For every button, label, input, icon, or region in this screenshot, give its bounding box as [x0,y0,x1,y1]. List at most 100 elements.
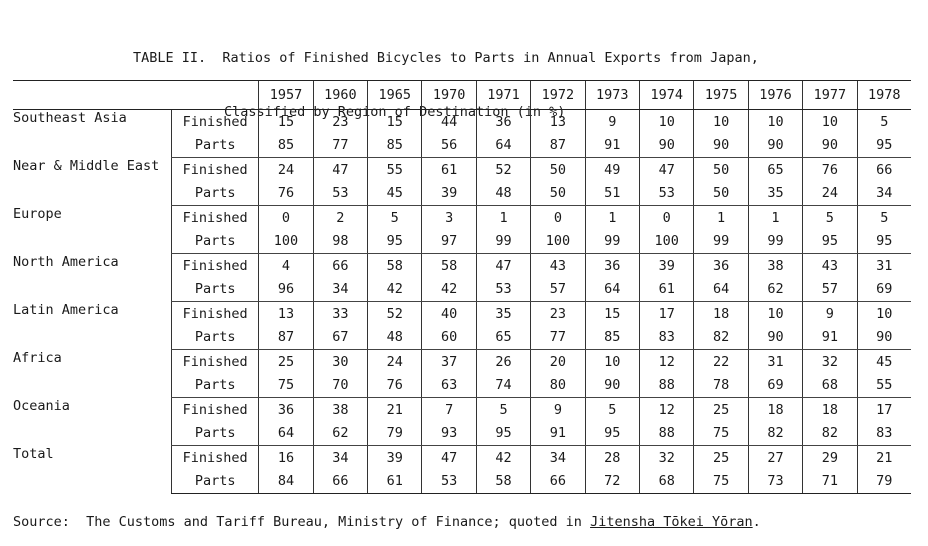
finished-value-cell: 39 [638,253,694,278]
table-row: Parts 76 53 45 39 48 50 51 53 50 35 24 34 [13,181,911,206]
parts-value-cell: 82 [802,421,858,446]
parts-value-cell: 62 [312,421,368,446]
parts-value-cell: 83 [856,421,911,446]
parts-value-cell: 91 [530,421,586,446]
parts-value-cell: 90 [747,133,803,158]
parts-value-cell: 100 [258,229,314,254]
parts-label: Parts [171,325,259,350]
finished-value-cell: 45 [856,349,911,374]
year-header: 1973 [584,80,640,110]
parts-value-cell: 34 [856,181,911,206]
finished-value-cell: 42 [475,445,531,470]
parts-value-cell: 77 [530,325,586,350]
finished-value-cell: 5 [856,205,911,230]
finished-value-cell: 13 [530,109,586,134]
parts-value-cell: 72 [584,469,640,494]
finished-value-cell: 17 [856,397,911,422]
parts-value-cell: 34 [312,277,368,302]
finished-value-cell: 29 [802,445,858,470]
finished-value-cell: 2 [312,205,368,230]
parts-value-cell: 50 [693,181,749,206]
finished-value-cell: 5 [856,109,911,134]
year-header: 1970 [421,80,477,110]
parts-value-cell: 39 [421,181,477,206]
finished-value-cell: 47 [638,157,694,182]
finished-value-cell: 34 [312,445,368,470]
parts-value-cell: 53 [421,469,477,494]
region-label: Near & Middle East [13,157,160,174]
parts-value-cell: 66 [530,469,586,494]
parts-value-cell: 57 [802,277,858,302]
finished-value-cell: 18 [802,397,858,422]
finished-value-cell: 12 [638,349,694,374]
finished-value-cell: 30 [312,349,368,374]
parts-value-cell: 85 [367,133,422,158]
parts-value-cell: 77 [312,133,368,158]
finished-value-cell: 66 [312,253,368,278]
parts-value-cell: 95 [584,421,640,446]
parts-value-cell: 90 [802,133,858,158]
year-header: 1965 [367,80,422,110]
parts-value-cell: 48 [475,181,531,206]
parts-value-cell: 42 [421,277,477,302]
parts-value-cell: 65 [475,325,531,350]
finished-value-cell: 36 [693,253,749,278]
finished-value-cell: 24 [367,349,422,374]
parts-value-cell: 63 [421,373,477,398]
year-header: 1957 [258,80,314,110]
parts-value-cell: 75 [693,469,749,494]
finished-value-cell: 18 [693,301,749,326]
year-header: 1975 [693,80,749,110]
header-row: 1957 1960 1965 1970 1971 1972 1973 1974 … [13,80,911,110]
finished-value-cell: 25 [258,349,314,374]
finished-label: Finished [171,301,259,326]
parts-value-cell: 93 [421,421,477,446]
finished-value-cell: 10 [747,109,803,134]
finished-value-cell: 33 [312,301,368,326]
parts-label: Parts [171,373,259,398]
finished-value-cell: 5 [584,397,640,422]
table-row: Europe Finished 0 2 5 3 1 0 1 0 1 1 5 5 [13,205,911,230]
parts-value-cell: 95 [802,229,858,254]
finished-value-cell: 10 [856,301,911,326]
finished-value-cell: 13 [258,301,314,326]
finished-value-cell: 23 [312,109,368,134]
parts-value-cell: 80 [530,373,586,398]
finished-value-cell: 0 [530,205,586,230]
parts-label: Parts [171,469,259,494]
parts-value-cell: 60 [421,325,477,350]
finished-value-cell: 44 [421,109,477,134]
table-row: Oceania Finished 36 38 21 7 5 9 5 12 25 18 18 17 [13,397,911,422]
finished-value-cell: 0 [258,205,314,230]
finished-label: Finished [171,157,259,182]
parts-value-cell: 53 [312,181,368,206]
finished-value-cell: 38 [747,253,803,278]
parts-label: Parts [171,133,259,158]
finished-value-cell: 4 [258,253,314,278]
finished-value-cell: 66 [856,157,911,182]
finished-value-cell: 5 [475,397,531,422]
parts-value-cell: 99 [693,229,749,254]
parts-label: Parts [171,277,259,302]
parts-value-cell: 91 [802,325,858,350]
title-line-1: TABLE II. Ratios of Finished Bicycles to… [133,50,759,66]
finished-value-cell: 49 [584,157,640,182]
finished-value-cell: 52 [367,301,422,326]
header-kind-blank [171,80,259,110]
parts-value-cell: 85 [258,133,314,158]
source-reference: Jitensha Tōkei Yōran [590,514,753,530]
parts-value-cell: 24 [802,181,858,206]
parts-value-cell: 91 [584,133,640,158]
finished-value-cell: 21 [856,445,911,470]
parts-value-cell: 64 [693,277,749,302]
finished-value-cell: 47 [312,157,368,182]
parts-value-cell: 99 [584,229,640,254]
parts-value-cell: 55 [856,373,911,398]
finished-value-cell: 23 [530,301,586,326]
finished-value-cell: 10 [638,109,694,134]
finished-label: Finished [171,109,259,134]
parts-value-cell: 75 [693,421,749,446]
region-label: Oceania [13,397,70,414]
finished-value-cell: 21 [367,397,422,422]
table-row: Latin America Finished 13 33 52 40 35 23 15 17 18 1… [13,301,911,326]
